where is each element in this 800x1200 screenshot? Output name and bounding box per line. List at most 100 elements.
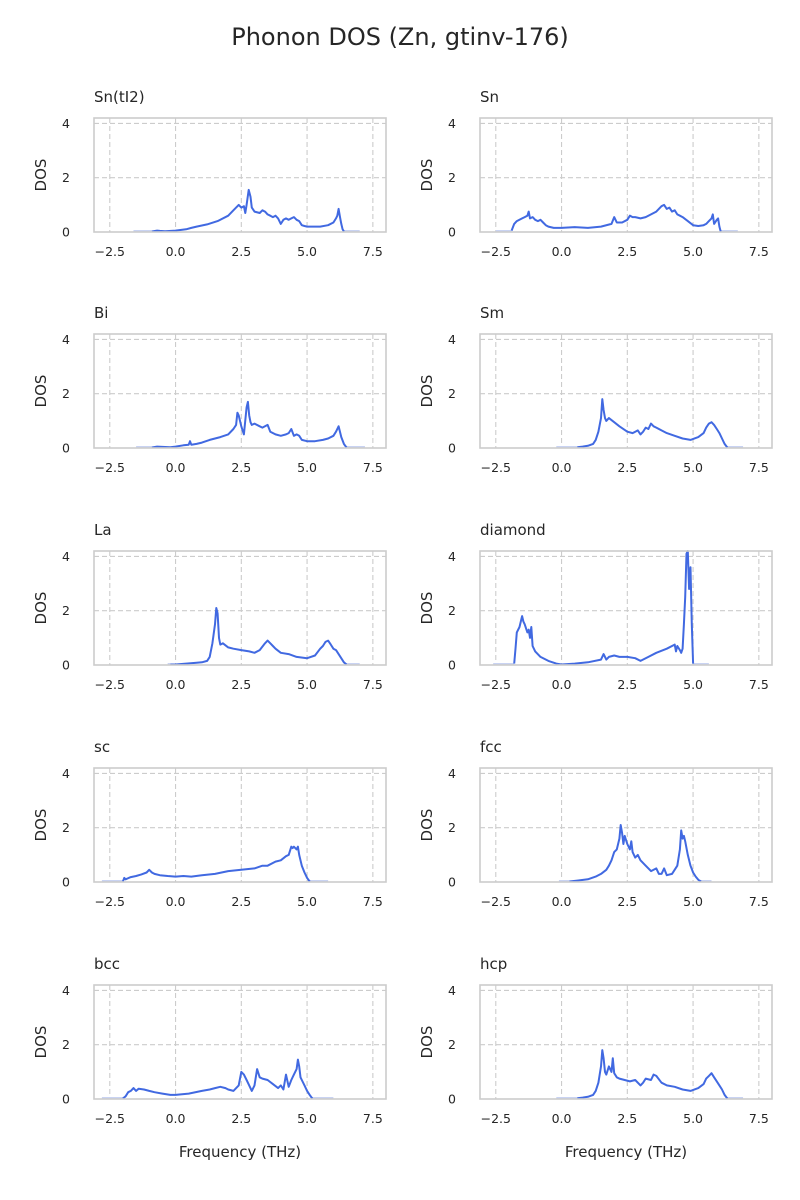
- panel-6: −2.5 0.0 2.5 5.0 7.5 0 2 4 sc DOS: [32, 738, 387, 909]
- dos-series-line: [170, 607, 348, 666]
- x-tick-label: 2.5: [617, 894, 637, 909]
- y-tick-label: 2: [62, 170, 70, 185]
- x-tick-label: 2.5: [617, 244, 637, 259]
- y-tick-label: 2: [448, 1037, 456, 1052]
- y-tick-label: 2: [62, 603, 70, 618]
- panel-9: −2.5 0.0 2.5 5.0 7.5 0 2 4 hcp DOS Frequency (THz): [418, 955, 773, 1161]
- y-tick-label: 0: [62, 1092, 70, 1107]
- y-tick-label: 0: [448, 441, 456, 456]
- y-axis-label: DOS: [32, 159, 50, 192]
- y-tick-label: 4: [448, 332, 456, 347]
- axes-frame: [93, 550, 387, 666]
- y-tick-label: 4: [448, 549, 456, 564]
- x-tick-label: −2.5: [481, 244, 511, 259]
- x-tick-label: 5.0: [297, 460, 317, 475]
- x-tick-label: 2.5: [231, 1111, 251, 1126]
- y-tick-label: 0: [62, 225, 70, 240]
- x-tick-label: 0.0: [166, 894, 186, 909]
- x-tick-label: −2.5: [481, 460, 511, 475]
- y-tick-label: 0: [62, 441, 70, 456]
- x-tick-label: 2.5: [617, 677, 637, 692]
- x-tick-label: −2.5: [481, 1111, 511, 1126]
- y-tick-label: 4: [62, 116, 70, 131]
- x-tick-label: 0.0: [552, 894, 572, 909]
- x-tick-label: −2.5: [95, 1111, 125, 1126]
- x-tick-label: 7.5: [749, 677, 769, 692]
- panel-1: −2.5 0.0 2.5 5.0 7.5 0 2 4 Sn DOS: [418, 88, 773, 259]
- axes-frame: [93, 984, 387, 1100]
- panel-title: fcc: [480, 738, 502, 756]
- x-tick-label: −2.5: [481, 677, 511, 692]
- x-axis-label: Frequency (THz): [565, 1143, 687, 1161]
- y-tick-label: 4: [62, 332, 70, 347]
- x-tick-label: −2.5: [95, 677, 125, 692]
- y-tick-label: 4: [62, 766, 70, 781]
- x-tick-label: 7.5: [363, 894, 383, 909]
- dos-series-line: [577, 1049, 729, 1100]
- x-tick-label: 2.5: [231, 894, 251, 909]
- x-tick-label: 5.0: [297, 1111, 317, 1126]
- axes-frame: [479, 767, 773, 883]
- panel-title: La: [94, 521, 112, 539]
- x-tick-label: 5.0: [297, 244, 317, 259]
- y-axis-label: DOS: [418, 375, 436, 408]
- dos-series-line: [122, 1058, 314, 1100]
- y-tick-label: 2: [448, 170, 456, 185]
- x-tick-label: 5.0: [683, 460, 703, 475]
- dos-series-line: [577, 398, 729, 449]
- panel-title: diamond: [480, 521, 546, 539]
- y-tick-label: 0: [448, 875, 456, 890]
- axes-frame: [93, 333, 387, 449]
- y-tick-label: 4: [62, 549, 70, 564]
- x-tick-label: 0.0: [552, 244, 572, 259]
- panel-title: Sn(tI2): [94, 88, 145, 106]
- x-tick-label: 7.5: [363, 1111, 383, 1126]
- axes-frame: [479, 984, 773, 1100]
- x-tick-label: −2.5: [95, 894, 125, 909]
- x-tick-label: 0.0: [552, 460, 572, 475]
- panel-7: −2.5 0.0 2.5 5.0 7.5 0 2 4 fcc DOS: [418, 738, 773, 909]
- x-tick-label: 0.0: [166, 677, 186, 692]
- y-axis-label: DOS: [418, 1026, 436, 1059]
- x-tick-label: 2.5: [617, 1111, 637, 1126]
- y-tick-label: 2: [62, 386, 70, 401]
- y-axis-label: DOS: [32, 592, 50, 625]
- panel-title: Sn: [480, 88, 499, 106]
- x-tick-label: 7.5: [749, 244, 769, 259]
- x-tick-label: 0.0: [552, 677, 572, 692]
- panel-title: bcc: [94, 955, 120, 973]
- dos-series-line: [151, 400, 348, 449]
- y-tick-label: 4: [448, 766, 456, 781]
- dos-series-line: [121, 845, 311, 883]
- y-axis-label: DOS: [32, 375, 50, 408]
- dos-series-line: [569, 824, 702, 883]
- x-tick-label: 2.5: [231, 677, 251, 692]
- x-tick-label: 0.0: [552, 1111, 572, 1126]
- y-tick-label: 0: [62, 658, 70, 673]
- x-tick-label: 7.5: [363, 244, 383, 259]
- x-tick-label: −2.5: [95, 244, 125, 259]
- y-tick-label: 0: [448, 225, 456, 240]
- axes-frame: [479, 117, 773, 233]
- x-tick-label: 7.5: [749, 1111, 769, 1126]
- x-tick-label: 7.5: [363, 677, 383, 692]
- y-tick-label: 2: [448, 820, 456, 835]
- x-tick-label: 5.0: [297, 677, 317, 692]
- x-tick-label: −2.5: [481, 894, 511, 909]
- panel-title: Sm: [480, 304, 504, 322]
- y-tick-label: 4: [62, 983, 70, 998]
- axes-frame: [479, 333, 773, 449]
- y-axis-label: DOS: [418, 809, 436, 842]
- y-tick-label: 0: [448, 1092, 456, 1107]
- dos-series-line: [151, 188, 345, 233]
- y-tick-label: 0: [448, 658, 456, 673]
- panel-title: Bi: [94, 304, 108, 322]
- panel-4: −2.5 0.0 2.5 5.0 7.5 0 2 4 La DOS: [32, 521, 387, 692]
- y-tick-label: 4: [448, 116, 456, 131]
- panel-8: −2.5 0.0 2.5 5.0 7.5 0 2 4 bcc DOS Frequency (THz): [32, 955, 387, 1161]
- axes-frame: [93, 117, 387, 233]
- x-tick-label: 2.5: [617, 460, 637, 475]
- dos-series-line: [513, 550, 695, 666]
- y-axis-label: DOS: [418, 592, 436, 625]
